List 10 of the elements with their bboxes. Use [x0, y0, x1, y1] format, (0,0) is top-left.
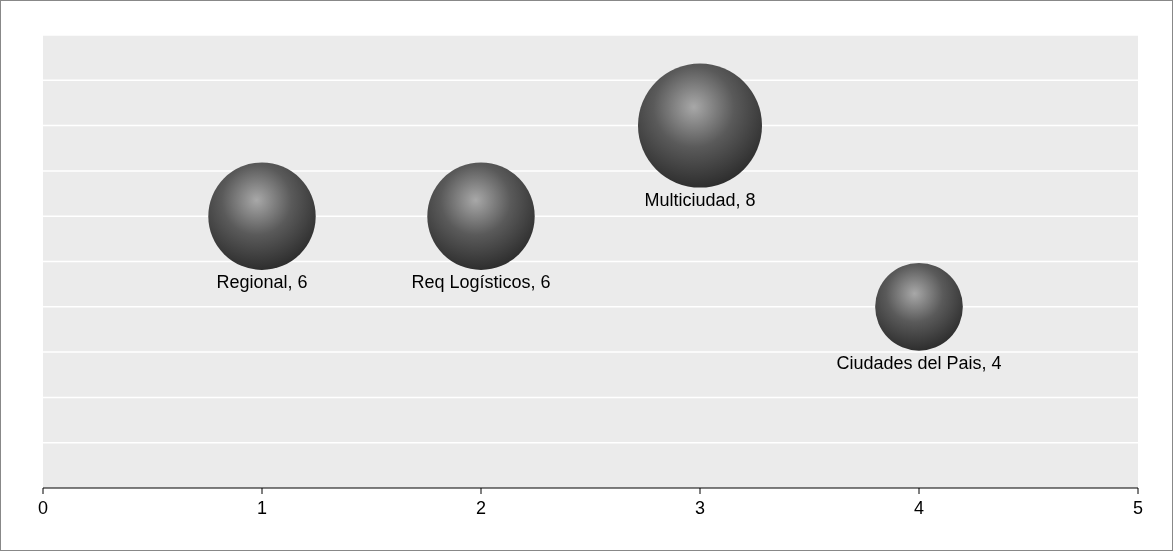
data-label: Ciudades del Pais, 4 [836, 352, 1002, 373]
data-label: Regional, 6 [216, 271, 308, 292]
data-label: Req Logísticos, 6 [411, 271, 551, 292]
x-tick-label: 5 [1132, 498, 1144, 518]
x-tick-label: 1 [256, 498, 268, 518]
x-tick-label: 4 [913, 498, 925, 518]
x-tick-label: 0 [37, 498, 49, 518]
data-label: Multiciudad, 8 [644, 189, 756, 210]
x-tick-label: 2 [475, 498, 487, 518]
x-tick-label: 3 [694, 498, 706, 518]
